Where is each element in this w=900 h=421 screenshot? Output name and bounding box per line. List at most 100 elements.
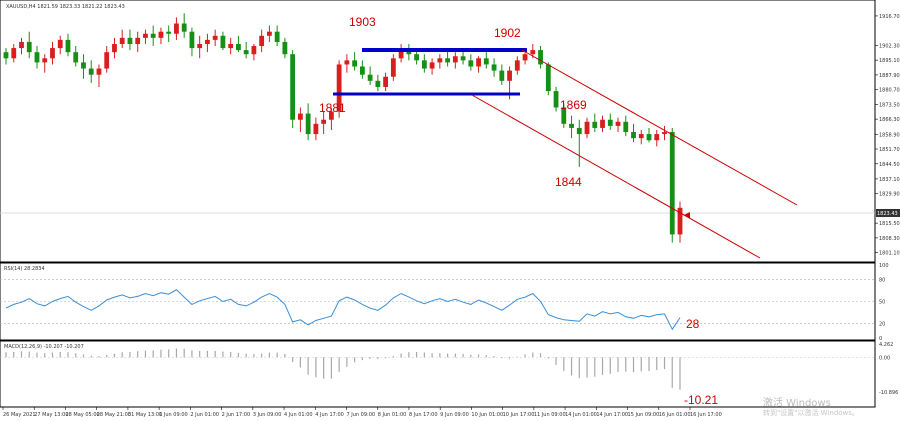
rsi-line [5,289,681,331]
candle-body [150,33,156,38]
candle-body [669,132,675,235]
candle-body [468,60,474,67]
candle-body [274,31,280,42]
time-tick-label: 2 Jun 17:00 [222,412,251,418]
candle-body [50,48,55,59]
candle-body [491,64,497,71]
price-tick-label: 1858.90 [879,132,900,138]
candle-body [313,123,319,135]
candle-body [576,127,582,135]
price-tick-label: 1895.10 [879,58,900,64]
time-tick-label: 31 May 13:00 [128,412,162,418]
candle-body [11,48,17,59]
macd-pane-frame [0,340,876,408]
macd-tick-label: -10.896 [879,390,898,396]
candle-body [530,50,536,55]
time-tick-label: 27 May 13:00 [34,412,68,418]
candle-body [267,31,272,36]
candle-body [88,68,94,75]
price-tick-label: 1851.70 [879,147,900,153]
candle-body [57,39,63,49]
current-price-label: 1823.43 [877,211,898,217]
candle-body [34,52,40,63]
time-tick-label: 11 Jun 09:00 [534,412,566,418]
candle-body [460,56,466,61]
candle-body [445,58,450,63]
candle-body [259,35,265,47]
candle-body [174,23,179,34]
candle-body [290,54,296,120]
candle-body [569,123,574,128]
candle-body [483,58,489,65]
candle-body [561,107,567,124]
candle-body [375,80,381,87]
rsi-tick-label: 0 [879,336,882,342]
time-tick-label: 16 Jun 17:00 [690,412,722,418]
time-tick-label: 1 Jun 09:00 [159,412,188,418]
price-tick-label: 1815.50 [879,221,900,227]
time-tick-label: 2 Jun 01:00 [190,412,219,418]
time-tick-label: 3 Jun 09:00 [253,412,282,418]
time-tick-label: 14 Jun 01:00 [565,412,597,418]
time-tick-label: 8 Jun 17:00 [409,412,438,418]
candle-body [158,31,164,38]
price-tick-label: 1880.70 [879,88,900,94]
price-tick-label: 1808.30 [879,236,900,242]
candle-body [112,43,117,53]
candle-body [282,41,288,55]
time-tick-label: 10 Jun 17:00 [503,412,535,418]
price-marker-arrow [684,212,690,218]
price-tick-label: 1866.30 [879,117,900,123]
candle-body [181,23,187,32]
candle-body [212,35,218,40]
annotation-1902: 1902 [494,26,521,40]
candle-body [592,121,598,128]
candle-body [220,35,226,49]
candle-body [135,37,141,44]
candle-body [476,58,481,67]
candle-body [631,132,636,139]
macd-pane: MACD(12,26,9) -10.207 -10.207 4.262 0.00 -… [0,340,898,408]
macd-last-label: -10.21 [684,393,718,407]
candle-body [638,134,644,139]
annotation-1881: 1881 [319,101,346,115]
candle-body [205,39,210,44]
candle-body [623,121,629,133]
rsi-tick-label: 100 [879,263,889,269]
price-tick-label: 1873.50 [879,102,900,108]
price-tick-label: 1887.90 [879,73,900,79]
candle-body [251,46,257,55]
candle-body [359,66,365,75]
candle-body [328,111,334,120]
candle-body [514,60,520,71]
activation-watermark-title: 激活 Windows [763,396,831,409]
candle-body [654,134,660,141]
candle-body [73,52,79,63]
time-tick-label: 16 Jun 01:00 [659,412,691,418]
candle-body [127,37,133,44]
macd-tick-label: 0.00 [879,355,890,361]
annotation-1869: 1869 [560,98,587,112]
channel-upper-line[interactable] [521,49,798,206]
candle-body [662,132,667,135]
candle-body [406,50,412,55]
candle-body [398,50,404,59]
candle-body [607,119,613,126]
activation-watermark-subtitle: 转到"设置"以激活 Windows。 [763,408,859,417]
price-pane-title: XAUUSD,H4 1821.59 1823.33 1821.22 1823.4… [6,4,125,10]
candle-body [344,60,350,65]
time-tick-label: 8 Jun 01:00 [378,412,407,418]
candle-body [26,41,32,53]
price-tick-label: 1902.30 [879,43,900,49]
candle-body [104,52,110,69]
candle-body [352,60,358,67]
macd-histogram [5,348,681,390]
channel-lower-line[interactable] [471,94,761,259]
candle-body [166,31,172,34]
candle-body [522,54,528,61]
rsi-pane: RSI(14) 28.2834 100 80 50 20 0 28 [0,262,889,342]
candle-body [677,207,683,235]
rsi-grid: 100 80 50 20 0 [0,263,889,342]
candle-body [452,56,458,63]
